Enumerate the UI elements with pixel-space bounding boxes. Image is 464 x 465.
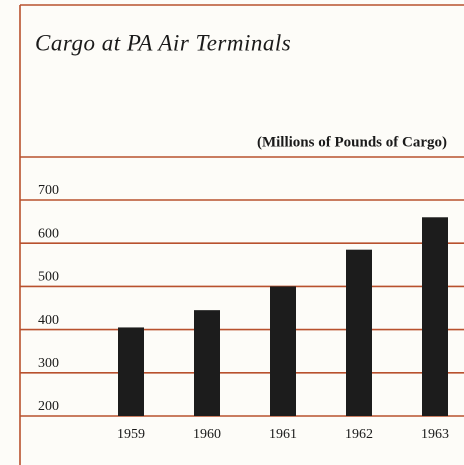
- x-tick-label: 1962: [345, 427, 373, 442]
- bar: [422, 217, 448, 416]
- y-tick-label: 300: [38, 356, 59, 371]
- x-tick-label: 1961: [269, 427, 297, 442]
- bar: [346, 249, 372, 416]
- bar: [270, 286, 296, 416]
- x-tick-label: 1959: [117, 427, 145, 442]
- chart-title: Cargo at PA Air Terminals: [35, 30, 291, 55]
- y-tick-label: 500: [38, 270, 59, 285]
- y-tick-label: 600: [38, 226, 59, 241]
- x-tick-label: 1963: [421, 427, 449, 442]
- y-tick-label: 700: [38, 183, 59, 198]
- chart-subtitle: (Millions of Pounds of Cargo): [257, 134, 447, 150]
- y-tick-label: 400: [38, 313, 59, 328]
- bar: [194, 310, 220, 416]
- bar: [118, 327, 144, 416]
- x-tick-label: 1960: [193, 427, 221, 442]
- y-tick-label: 200: [38, 399, 59, 414]
